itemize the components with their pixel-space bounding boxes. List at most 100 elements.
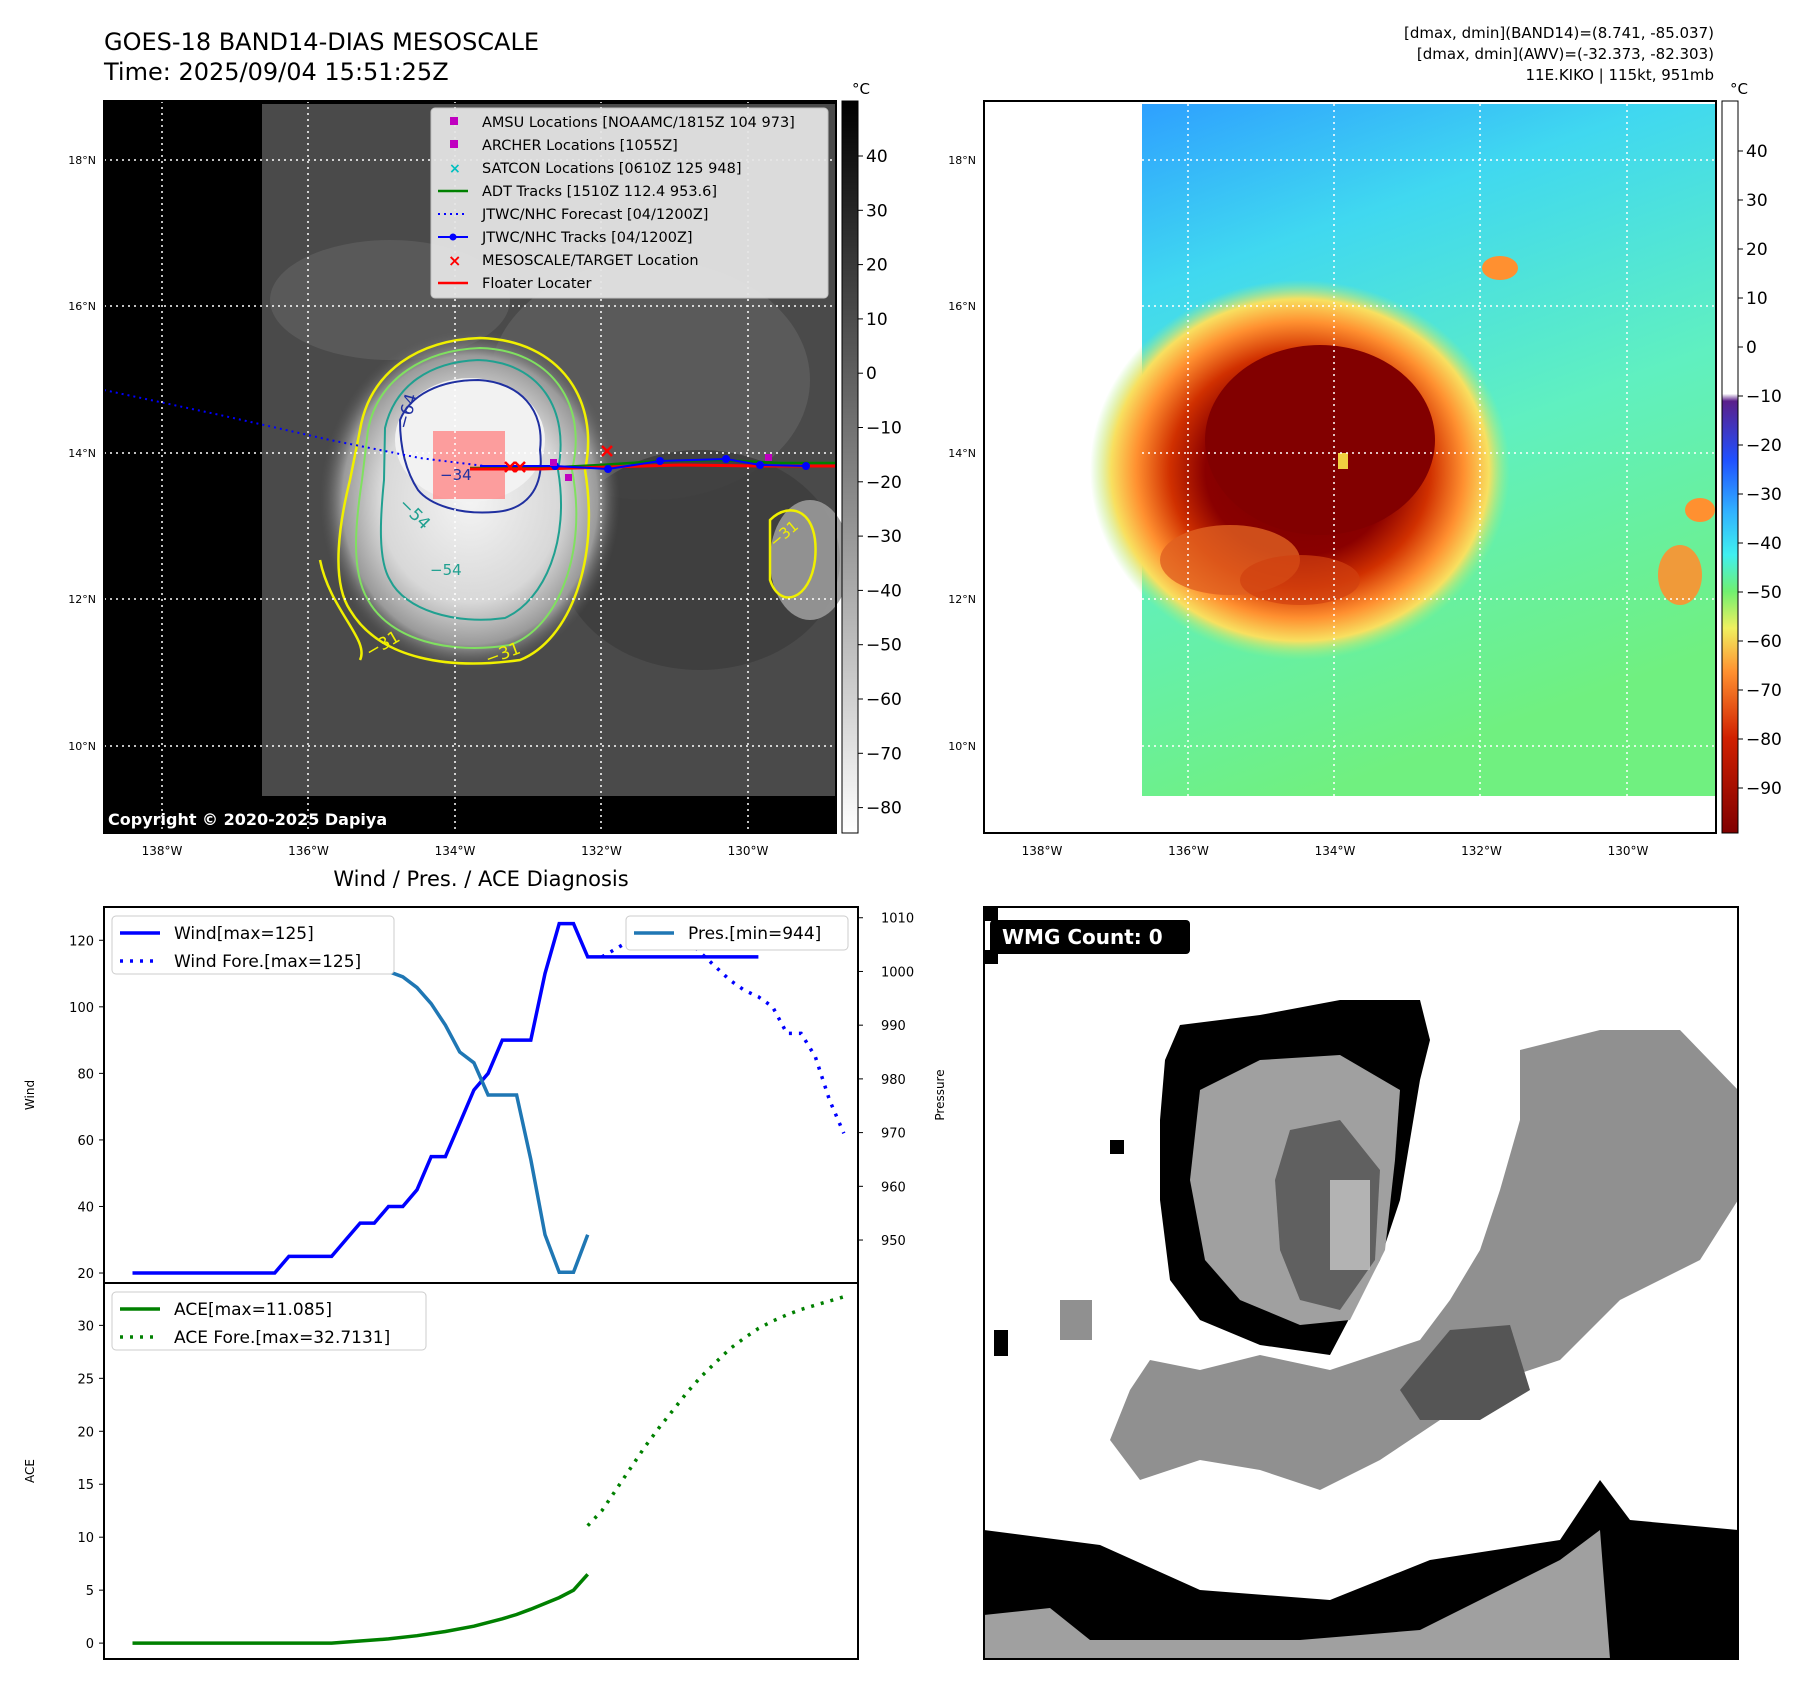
series-line-1: [586, 1295, 845, 1527]
awv-dry-core: [1205, 345, 1435, 535]
y2-tick-label: 970: [881, 1127, 906, 1142]
stats-storm: 11E.KIKO | 115kt, 951mb: [1525, 66, 1714, 84]
pres-legend-box: [625, 915, 849, 951]
legend-label: MESOSCALE/TARGET Location: [482, 253, 699, 269]
y-tick-label: 0: [86, 1637, 94, 1652]
legend-label: Wind[max=125]: [174, 924, 314, 944]
wmg-panel: WMG Count: 0: [983, 906, 1739, 1660]
lat-tick-label: 10°N: [948, 740, 976, 753]
y-tick-label: 10: [77, 1531, 94, 1546]
lon-tick-label: 132°W: [581, 844, 622, 858]
stats-awv: [dmax, dmin](AWV)=(-32.373, -82.303): [1417, 45, 1714, 63]
colorbar-tick-label: −80: [866, 799, 902, 819]
wind-pressure-chart: 20 40 60 80 100 120 Wind 950 960 970 980 990 1000 101…: [23, 906, 947, 1284]
colorbar-tick-label: 10: [866, 310, 888, 330]
wmg-count-label: WMG Count: 0: [1002, 925, 1163, 949]
lon-tick-label: 130°W: [728, 844, 769, 858]
contour-m64: [398, 378, 542, 514]
y-tick-label: 20: [77, 1425, 94, 1440]
y2-tick-label: 990: [881, 1019, 906, 1034]
colorbar-tick-label: 20: [866, 256, 888, 276]
ir-colorbar: °C 40 30 20 10 0 −10 −20 −30 −40 −50 −60 −70 −80: [841, 80, 902, 834]
y-tick-label: 80: [77, 1067, 94, 1082]
colorbar-tick-label: 40: [866, 147, 888, 167]
y-axis-label: Wind: [23, 1080, 37, 1110]
legend-marker: [450, 117, 458, 125]
y-axis-label: ACE: [23, 1459, 37, 1483]
legend-box: [430, 107, 829, 299]
colorbar-tick-label: −70: [866, 744, 902, 764]
contour-label: −54: [430, 561, 462, 579]
ir-legend: AMSU Locations [NOAAMC/1815Z 104 973] ARC…: [430, 107, 829, 299]
ir-colorbar-unit: °C: [852, 80, 870, 98]
lat-tick-label: 18°N: [948, 154, 976, 167]
colorbar-tick-label: −90: [1746, 779, 1782, 799]
lat-tick-label: 10°N: [68, 740, 96, 753]
y-tick-label: 60: [77, 1134, 94, 1149]
y-tick-label: 5: [86, 1584, 94, 1599]
y2-tick-label: 980: [881, 1073, 906, 1088]
contour-m34: [355, 346, 578, 649]
colorbar-tick-label: −50: [866, 636, 902, 656]
wmg-rainband-core: [1400, 1325, 1530, 1420]
wmg-rainband: [1110, 1030, 1738, 1490]
lon-tick-label: 138°W: [142, 844, 183, 858]
colorbar-tick-label: −50: [1746, 583, 1782, 603]
forecast-track: [103, 389, 501, 469]
y-tick-label: 15: [77, 1478, 94, 1493]
y2-tick-label: 1000: [881, 965, 914, 980]
y-tick-label: 100: [69, 1001, 94, 1016]
archer-points: [550, 454, 772, 481]
legend-marker: [450, 140, 458, 148]
legend-label: Wind Fore.[max=125]: [174, 952, 361, 972]
legend-label: Pres.[min=944]: [688, 924, 821, 944]
y-tick-label: 40: [77, 1200, 94, 1215]
colorbar-tick-label: 40: [1746, 142, 1768, 162]
awv-colorbar: °C 40 30 20 10 0 −10 −20 −30 −40 −50 −60 −70 −80 −90: [1721, 80, 1782, 834]
lon-tick-label: 136°W: [288, 844, 329, 858]
colorbar-tick-label: −30: [1746, 485, 1782, 505]
colorbar-tick-label: 10: [1746, 289, 1768, 309]
contour-m54: [379, 358, 562, 621]
lat-tick-label: 12°N: [68, 593, 96, 606]
awv-colorbar-unit: °C: [1730, 80, 1748, 98]
colorbar-tick-label: −20: [866, 473, 902, 493]
legend-label: ACE Fore.[max=32.7131]: [174, 1328, 390, 1348]
colorbar-tick-label: 0: [866, 364, 877, 384]
colorbar-tick-label: −80: [1746, 730, 1782, 750]
y2-tick-label: 1010: [881, 912, 914, 927]
lon-tick-label: 130°W: [1608, 844, 1649, 858]
lon-tick-label: 138°W: [1022, 844, 1063, 858]
legend-label: JTWC/NHC Tracks [04/1200Z]: [481, 230, 693, 246]
colorbar-tick-label: −10: [866, 419, 902, 439]
awv-lat-ticks: 18°N 16°N 14°N 12°N 10°N: [948, 154, 976, 753]
lon-tick-label: 136°W: [1168, 844, 1209, 858]
legend-label: ARCHER Locations [1055Z]: [482, 138, 678, 154]
awv-panel: [983, 100, 1717, 834]
colorbar-tick-label: −40: [866, 581, 902, 601]
legend-label: Floater Locater: [482, 276, 591, 292]
awv-gridlines: [1142, 104, 1716, 796]
figure-title: GOES-18 BAND14-DIAS MESOSCALE: [104, 28, 539, 56]
colorbar-tick-label: −60: [866, 690, 902, 710]
colorbar-tick-label: −10: [1746, 387, 1782, 407]
colorbar-tick-label: −70: [1746, 681, 1782, 701]
legend-label: AMSU Locations [NOAAMC/1815Z 104 973]: [482, 115, 795, 131]
colorbar-tick-label: 0: [1746, 338, 1757, 358]
contour-m31: [337, 336, 591, 665]
y-tick-label: 20: [77, 1267, 94, 1282]
ir-lon-ticks: 138°W 136°W 134°W 132°W 130°W: [142, 844, 769, 858]
stats-band14: [dmax, dmin](BAND14)=(8.741, -85.037): [1404, 24, 1714, 42]
lat-tick-label: 16°N: [948, 300, 976, 313]
colorbar-tick-label: −60: [1746, 632, 1782, 652]
y-tick-label: 25: [77, 1372, 94, 1387]
lon-tick-label: 134°W: [435, 844, 476, 858]
series-line-0: [132, 1573, 590, 1645]
lat-tick-label: 16°N: [68, 300, 96, 313]
diagnosis-title: Wind / Pres. / ACE Diagnosis: [333, 867, 628, 891]
lat-tick-label: 14°N: [948, 447, 976, 460]
y2-tick-label: 950: [881, 1234, 906, 1249]
legend-label: JTWC/NHC Forecast [04/1200Z]: [481, 207, 708, 223]
wmg-label-box: [990, 920, 1190, 954]
